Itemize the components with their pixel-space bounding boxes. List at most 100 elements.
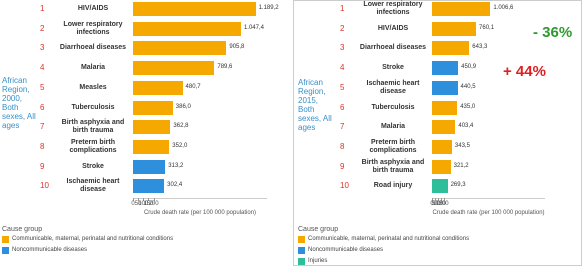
bar: [432, 61, 459, 76]
category-label: HIV/AIDS: [377, 24, 409, 32]
x-tick-label: 150: [143, 201, 154, 207]
x-tick-label: 0: [131, 201, 135, 207]
annotation: + 44%: [503, 63, 546, 80]
bar: [432, 120, 456, 135]
bar: [432, 139, 452, 154]
bar: [133, 80, 183, 95]
axis-line: [133, 198, 267, 199]
rank: 10: [40, 181, 49, 191]
bar: [432, 159, 451, 174]
legend-label: Noncommunicable diseases: [308, 247, 384, 253]
bar: [432, 179, 448, 194]
value-label: 302,4: [167, 182, 183, 189]
category-label: Ischaemic heart disease: [366, 79, 420, 95]
category-label: Measles: [79, 83, 107, 91]
value-label: 450,9: [461, 64, 477, 71]
value-label: 386,0: [175, 103, 191, 110]
category-label: Diarrhoeal diseases: [59, 44, 127, 52]
value-label: 313,2: [168, 162, 184, 169]
value-label: 789,6: [217, 64, 233, 71]
x-tick-label: 100: [138, 201, 149, 207]
tick-mark: [432, 198, 433, 201]
tick-mark: [440, 198, 442, 201]
region-label: African Region, 2000, Both sexes, All ag…: [2, 76, 36, 130]
rank: 10: [340, 181, 349, 191]
category-label: Diarrhoeal diseases: [359, 44, 427, 52]
bar: [432, 21, 477, 36]
tick-mark: [143, 198, 145, 201]
tick-mark: [133, 198, 134, 201]
rank: 7: [40, 122, 45, 132]
tick-mark: [138, 198, 140, 201]
category-label: Stroke: [82, 162, 104, 170]
legend-label: Injuries: [308, 258, 328, 264]
rank: 9: [40, 161, 45, 171]
category-label: Lower respiratory infections: [363, 1, 423, 16]
category-label: Tuberculosis: [371, 103, 415, 111]
category-label: Birth asphyxia and birth trauma: [361, 158, 425, 174]
tick-mark: [148, 198, 150, 201]
legend-swatch: [298, 236, 305, 243]
x-tick-label: 100: [432, 201, 443, 207]
category-label: Preterm birth complications: [369, 138, 417, 154]
category-label: Preterm birth complications: [69, 138, 117, 154]
bar: [133, 159, 166, 174]
bar: [133, 179, 165, 194]
rank: 6: [340, 102, 345, 112]
axis-line: [432, 198, 545, 199]
bar: [133, 100, 173, 115]
category-label: HIV/AIDS: [77, 5, 109, 12]
rank: 7: [340, 122, 345, 132]
bar: [133, 61, 215, 76]
bar: [432, 100, 458, 115]
rank: 5: [40, 82, 45, 92]
bar: [432, 80, 458, 95]
rank: 9: [340, 161, 345, 171]
x-tick-label: 50: [134, 201, 142, 207]
x-tick-label: 150: [435, 201, 446, 207]
annotation: - 36%: [533, 24, 573, 41]
value-label: 643,3: [472, 44, 488, 51]
category-label: Tuberculosis: [71, 103, 115, 111]
region-label: African Region, 2015, Both sexes, All ag…: [298, 78, 332, 132]
value-label: 1.189,2: [258, 5, 279, 11]
legend-title: Cause group: [298, 226, 339, 233]
value-label: 440,5: [460, 83, 476, 90]
bar: [133, 2, 256, 16]
value-label: 269,3: [450, 182, 466, 189]
category-label: Ischaemic heart disease: [66, 178, 120, 194]
category-label: Malaria: [80, 64, 106, 72]
category-label: Malaria: [380, 123, 406, 131]
rank: 1: [340, 4, 345, 13]
x-tick-label: 0: [430, 201, 434, 207]
bar: [133, 21, 241, 36]
rank: 3: [40, 43, 45, 53]
rank: 6: [40, 102, 45, 112]
bar: [133, 41, 227, 56]
category-label: Stroke: [382, 64, 404, 72]
value-label: 352,0: [172, 142, 188, 149]
legend-swatch: [298, 258, 305, 265]
value-label: 1.006,6: [493, 5, 514, 11]
bar: [432, 2, 491, 16]
category-label: Road injury: [373, 182, 413, 190]
rank: 2: [340, 23, 345, 33]
value-label: 362,8: [173, 123, 189, 130]
category-label: Birth asphyxia and birth trauma: [61, 119, 125, 135]
bar: [133, 139, 170, 154]
value-label: 435,0: [460, 103, 476, 110]
value-label: 321,2: [453, 162, 469, 169]
tick-mark: [437, 198, 439, 201]
legend-swatch: [2, 236, 9, 243]
x-tick-label: 200: [148, 201, 159, 207]
legend-swatch: [298, 247, 305, 254]
rank: 8: [40, 141, 45, 151]
value-label: 343,5: [454, 142, 470, 149]
rank: 1: [40, 4, 45, 13]
rank: 8: [340, 141, 345, 151]
rank: 2: [40, 23, 45, 33]
legend-label: Communicable, maternal, perinatal and nu…: [12, 236, 174, 242]
x-axis-title: Crude death rate (per 100 000 population…: [432, 210, 545, 216]
value-label: 905,8: [229, 44, 245, 51]
legend-label: Noncommunicable diseases: [12, 247, 88, 253]
